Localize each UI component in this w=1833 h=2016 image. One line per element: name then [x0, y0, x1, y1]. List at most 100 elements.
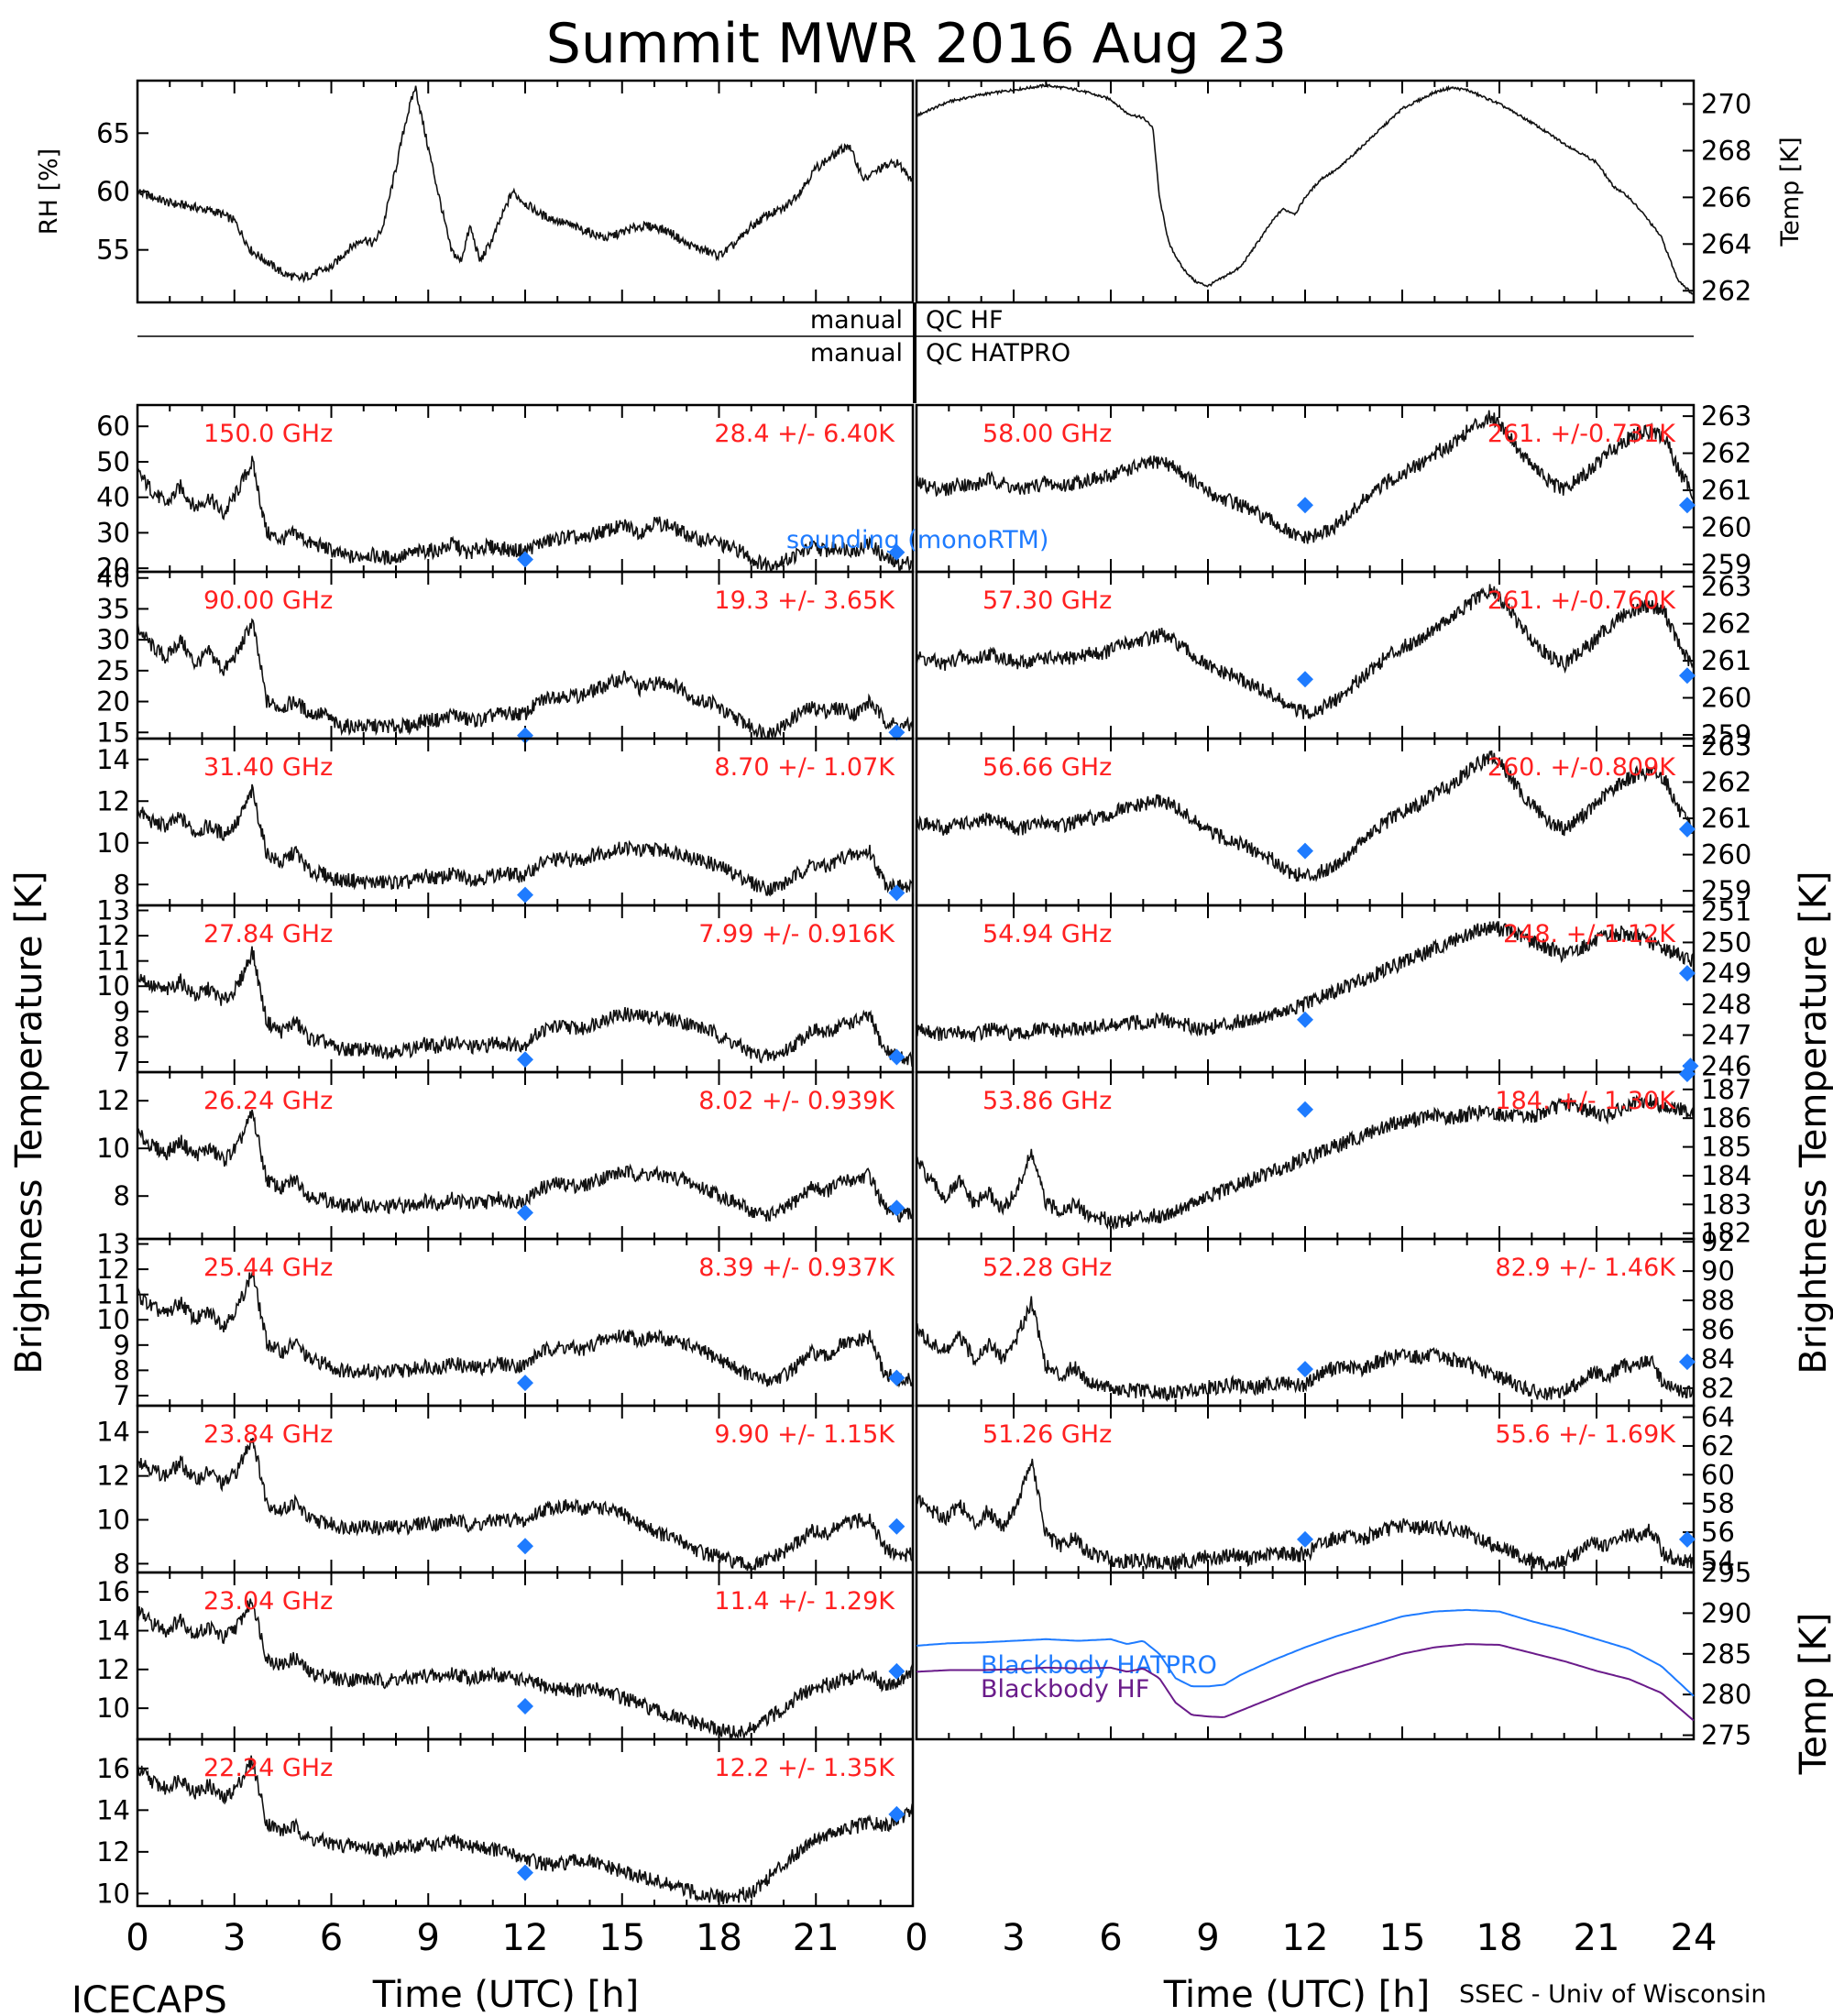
channel-panel-3140: 8 10 12 14 31.40 GHz 8.70 +/- 1.07K [96, 737, 915, 907]
rh-panel-frame [136, 79, 915, 304]
channel-panel-2784-ytick-label: 13 [96, 895, 130, 926]
blackbody-y-axis-label: Temp [K] [1793, 1613, 1833, 1776]
channel-panel-2624: 8 10 12 26.24 GHz 8.02 +/- 0.939K [96, 1070, 915, 1241]
channel-panel-5386-series-line [916, 1092, 1695, 1231]
channel-panel-5228-ytick-label: 82 [1701, 1373, 1735, 1404]
rh-panel: 55 60 65 RH [%] [35, 79, 915, 304]
channel-panel-5730: 259 260 261 262 263 57.30 GHz 261. +/-0.760K [915, 570, 1751, 751]
channel-panel-5666-freq-label: 56.66 GHz [982, 753, 1112, 782]
channel-panel-1500-ytick-label: 40 [96, 482, 130, 513]
sounding-marker [888, 1805, 906, 1823]
x-tick-label-left: 0 [126, 1917, 148, 1959]
channel-panel-2384-ytick-label: 14 [96, 1417, 130, 1448]
x-tick-label-right: 21 [1574, 1917, 1620, 1959]
channel-panel-5228-ytick-label: 84 [1701, 1343, 1735, 1375]
blackbody-panel-ytick-label: 295 [1701, 1557, 1751, 1588]
air-temp-panel-ytick-label: 268 [1701, 135, 1751, 166]
channel-panel-2544-ytick-label: 13 [96, 1229, 130, 1260]
rh-panel-ytick-label: 65 [96, 117, 130, 148]
sounding-marker [1678, 1530, 1696, 1548]
channel-panel-9000-ytick-label: 30 [96, 624, 130, 655]
qc-lower-right-label: QC HATPRO [926, 339, 1070, 367]
air-temp-panel-ytick-label: 264 [1701, 228, 1751, 259]
channel-panel-2384-ytick-label: 12 [96, 1461, 130, 1492]
blackbody-panel-ytick-label: 290 [1701, 1597, 1751, 1628]
channel-panel-2384-stats-label: 9.90 +/- 1.15K [714, 1420, 895, 1449]
channel-panel-5494-series-line [916, 920, 1695, 1043]
channel-panel-2304-ytick-label: 16 [96, 1576, 130, 1607]
channel-panel-5126-stats-label: 55.6 +/- 1.69K [1495, 1420, 1676, 1449]
sounding-marker [1297, 842, 1313, 860]
channel-panel-5228-series-line [916, 1296, 1695, 1402]
right-y-axis-label: Brightness Temperature [K] [1793, 871, 1833, 1374]
blackbody-legend-label: Blackbody HATPRO [981, 1651, 1217, 1680]
channel-panel-5494-freq-label: 54.94 GHz [982, 920, 1112, 948]
channel-panel-2224-freq-label: 22.24 GHz [203, 1754, 333, 1782]
x-tick-label-right: 0 [905, 1917, 927, 1959]
channel-panel-1500-ytick-label: 60 [96, 411, 130, 442]
sounding-marker [888, 1517, 906, 1535]
x-tick-label-left: 6 [320, 1917, 343, 1959]
channel-panel-3140-ytick-label: 8 [114, 869, 130, 900]
sounding-marker [1678, 667, 1696, 685]
channel-panel-5730-ytick-label: 263 [1701, 571, 1751, 602]
channel-panel-5800-ytick-label: 262 [1701, 438, 1751, 469]
right-x-axis-label: Time (UTC) [h] [1163, 1974, 1430, 2016]
channel-panel-5228-stats-label: 82.9 +/- 1.46K [1495, 1254, 1676, 1282]
x-tick-label-left: 21 [793, 1917, 840, 1959]
x-tick-label-left: 15 [598, 1917, 645, 1959]
channel-panel-3140-ytick-label: 14 [96, 744, 130, 775]
channel-panel-5386-ytick-label: 185 [1701, 1132, 1751, 1163]
channel-panel-9000-ytick-label: 25 [96, 655, 130, 686]
channel-panel-5730-ytick-label: 260 [1701, 683, 1751, 714]
sounding-marker [888, 1200, 906, 1217]
qc-lower-left-label: manual [810, 339, 903, 367]
channel-panel-3140-freq-label: 31.40 GHz [203, 753, 333, 782]
channel-panel-2224: 10 12 14 16 22.24 GHz 12.2 +/- 1.35K [96, 1737, 915, 1909]
channel-panel-2384-ytick-label: 8 [114, 1548, 130, 1579]
channel-panel-2544-ytick-label: 8 [114, 1354, 130, 1386]
channel-panel-5800-freq-label: 58.00 GHz [982, 420, 1112, 448]
channel-panel-2784-series-line [137, 946, 914, 1067]
channel-panel-5494-ytick-label: 249 [1701, 958, 1751, 989]
channel-panel-5126-ytick-label: 64 [1701, 1402, 1735, 1433]
channel-panel-5126-ytick-label: 58 [1701, 1488, 1735, 1519]
channel-panel-5666-series-line [916, 750, 1695, 882]
channel-panel-5126-ytick-label: 60 [1701, 1459, 1735, 1490]
x-tick-label-right: 9 [1196, 1917, 1219, 1959]
channel-panel-2784-ytick-label: 9 [114, 996, 130, 1027]
sounding-marker [1297, 671, 1313, 688]
channel-panel-2304-ytick-label: 12 [96, 1654, 130, 1685]
channel-panel-2224-stats-label: 12.2 +/- 1.35K [714, 1754, 895, 1782]
channel-panel-2544-ytick-label: 7 [114, 1380, 130, 1411]
channel-panel-2624-ytick-label: 8 [114, 1180, 130, 1211]
channel-panel-2384-series-line [137, 1438, 914, 1573]
sounding-marker [888, 1369, 906, 1386]
sounding-marker [888, 884, 906, 902]
channel-panel-5666-ytick-label: 263 [1701, 730, 1751, 761]
channel-panel-2784-freq-label: 27.84 GHz [203, 920, 333, 948]
channel-panel-5666: 259 260 261 262 263 56.66 GHz 260. +/-0.809K [915, 730, 1751, 907]
channel-panel-2784-stats-label: 7.99 +/- 0.916K [698, 920, 895, 948]
x-tick-label-right: 24 [1671, 1917, 1718, 1959]
blackbody-series-line [916, 1608, 1695, 1697]
channel-panel-2224-ytick-label: 10 [96, 1878, 130, 1909]
x-tick-label-left: 18 [696, 1917, 742, 1959]
x-tick-label-right: 18 [1476, 1917, 1523, 1959]
channel-panel-5730-ytick-label: 262 [1701, 608, 1751, 640]
channel-panel-5730-series-line [916, 584, 1695, 720]
x-tick-label-right: 12 [1282, 1917, 1329, 1959]
sounding-marker [888, 543, 906, 561]
blackbody-legend-label: Blackbody HF [981, 1675, 1149, 1704]
channel-panel-5126-ytick-label: 62 [1701, 1430, 1735, 1462]
air-temp-panel-ytick-label: 270 [1701, 88, 1751, 119]
channel-panel-5494-ytick-label: 248 [1701, 989, 1751, 1020]
channel-panel-5666-ytick-label: 260 [1701, 839, 1751, 871]
air-temp-panel-ytick-label: 266 [1701, 181, 1751, 213]
channel-panel-2784-ytick-label: 10 [96, 970, 130, 1002]
channel-panel-2544-stats-label: 8.39 +/- 0.937K [698, 1254, 895, 1282]
